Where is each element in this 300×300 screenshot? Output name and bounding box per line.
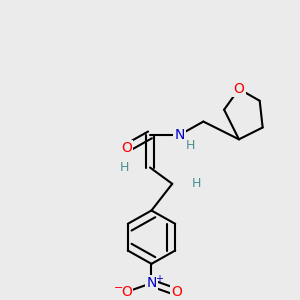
Text: O: O — [121, 285, 132, 299]
Text: +: + — [155, 274, 163, 284]
Text: −: − — [114, 283, 124, 292]
Text: N: N — [146, 276, 157, 290]
Text: H: H — [120, 161, 130, 174]
Text: N: N — [175, 128, 185, 142]
Text: O: O — [121, 141, 132, 155]
Text: O: O — [171, 285, 182, 299]
Text: O: O — [233, 82, 244, 96]
Text: H: H — [185, 139, 195, 152]
Text: H: H — [191, 177, 201, 190]
